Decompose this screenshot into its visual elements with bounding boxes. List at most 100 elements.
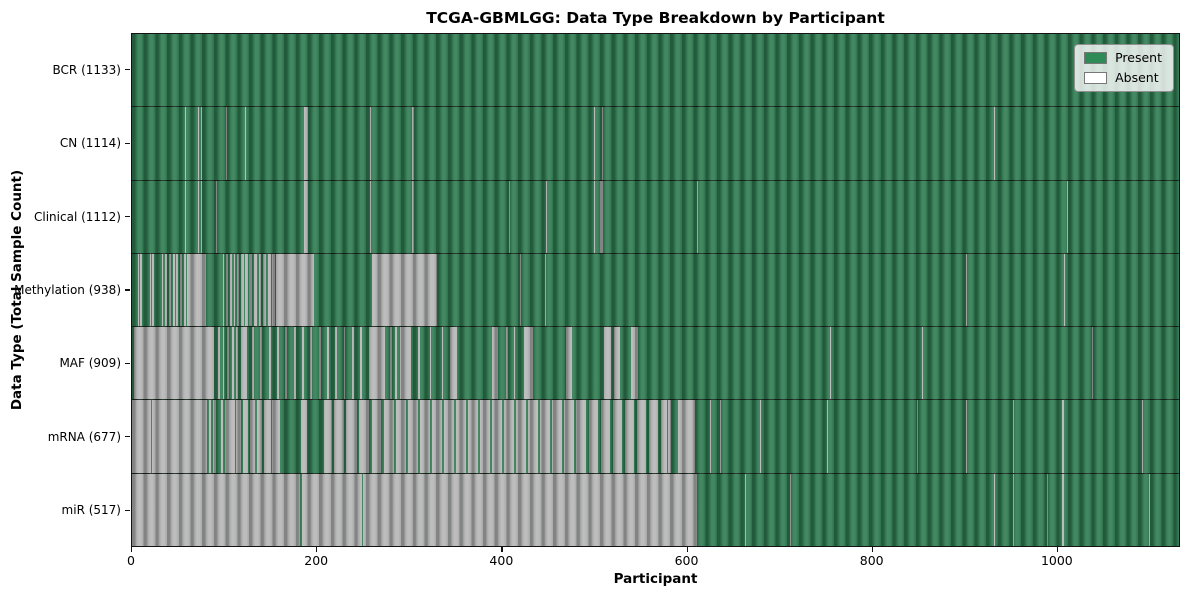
absent-segment [180, 253, 182, 327]
absent-segment [1092, 327, 1094, 400]
absent-segment [253, 253, 257, 327]
absent-segment [789, 473, 791, 546]
absent-segment [564, 400, 574, 473]
absent-segment [335, 327, 338, 400]
absent-segment [161, 253, 164, 327]
absent-segment [492, 327, 498, 400]
absent-segment [594, 107, 595, 180]
absent-segment [360, 327, 363, 400]
absent-segment [217, 327, 220, 400]
absent-segment [225, 400, 235, 473]
absent-segment [272, 253, 276, 327]
absent-segment [302, 327, 304, 400]
absent-segment [513, 327, 516, 400]
row-bcr [132, 34, 1179, 108]
x-tick-label: 0 [127, 553, 135, 568]
absent-segment [250, 400, 255, 473]
absent-segment [604, 327, 611, 400]
data-rows-container [132, 34, 1179, 546]
absent-segment [208, 400, 212, 473]
absent-segment [324, 400, 332, 473]
absent-segment [408, 400, 418, 473]
absent-segment [220, 400, 224, 473]
absent-segment [222, 327, 225, 400]
absent-segment [576, 400, 586, 473]
absent-segment [520, 253, 522, 327]
plot-area: Present Absent [131, 33, 1180, 547]
absent-segment [241, 253, 244, 327]
absent-segment [624, 400, 634, 473]
absent-segment [396, 400, 406, 473]
absent-segment [326, 327, 329, 400]
absent-segment [303, 180, 309, 253]
x-axis-label: Participant [613, 571, 698, 587]
absent-segment [244, 107, 246, 180]
absent-segment [137, 253, 140, 327]
absent-segment [372, 253, 437, 327]
absent-segment [149, 253, 152, 327]
absent-segment [277, 327, 279, 400]
x-tick-label: 800 [859, 553, 884, 568]
y-tick-mark [125, 215, 130, 218]
absent-segment [231, 327, 234, 400]
absent-segment [917, 400, 919, 473]
absent-segment [165, 253, 168, 327]
absent-segment [389, 327, 392, 400]
row-maf [132, 327, 1179, 401]
y-tick-mark [125, 436, 130, 438]
absent-segment [1061, 473, 1065, 546]
absent-segment [418, 327, 421, 400]
y-tick-label: mRNA (677) [47, 429, 121, 444]
absent-segment [242, 400, 249, 473]
absent-segment [249, 253, 253, 327]
absent-segment [966, 253, 968, 327]
absent-segment [152, 253, 155, 327]
row-mrna [132, 400, 1179, 474]
absent-segment [272, 400, 280, 473]
absent-segment [296, 253, 315, 327]
absent-segment [1012, 473, 1014, 546]
absent-segment [197, 107, 199, 180]
absent-segment [429, 327, 432, 400]
y-tick-mark [125, 69, 130, 71]
absent-segment [241, 327, 247, 400]
absent-segment [492, 400, 502, 473]
absent-segment [252, 327, 254, 400]
chart-title: TCGA-GBMLGG: Data Type Breakdown by Part… [426, 9, 885, 27]
y-tick-label: Methylation (938) [14, 283, 121, 297]
row-cn [132, 107, 1179, 181]
absent-segment [412, 107, 414, 180]
x-tick-label: 400 [489, 553, 514, 568]
absent-segment [540, 400, 550, 473]
absent-segment [213, 400, 217, 473]
absent-segment [994, 473, 996, 546]
absent-segment [268, 327, 271, 400]
absent-segment [133, 327, 215, 400]
absent-segment [744, 473, 746, 546]
absent-segment [237, 253, 240, 327]
absent-segment [545, 253, 546, 327]
absent-segment [183, 253, 186, 327]
absent-segment [420, 400, 430, 473]
y-tick-label: Clinical (1112) [34, 209, 121, 224]
absent-segment [1149, 473, 1151, 546]
absent-segment [709, 400, 711, 473]
absent-segment [184, 180, 186, 253]
absent-segment [264, 400, 271, 473]
absent-segment [369, 327, 386, 400]
absent-segment [588, 400, 598, 473]
absent-segment [1064, 253, 1066, 327]
absent-segment [197, 180, 199, 253]
absent-color-swatch [1084, 71, 1108, 84]
absent-segment [509, 180, 510, 253]
legend: Present Absent [1074, 44, 1174, 92]
absent-segment [566, 327, 572, 400]
absent-segment [184, 107, 186, 180]
absent-segment [301, 400, 307, 473]
absent-segment [244, 253, 248, 327]
x-tick-label: 200 [304, 553, 329, 568]
absent-segment [226, 107, 228, 180]
absent-segment [636, 400, 646, 473]
absent-segment [310, 327, 313, 400]
absent-segment [1046, 473, 1048, 546]
